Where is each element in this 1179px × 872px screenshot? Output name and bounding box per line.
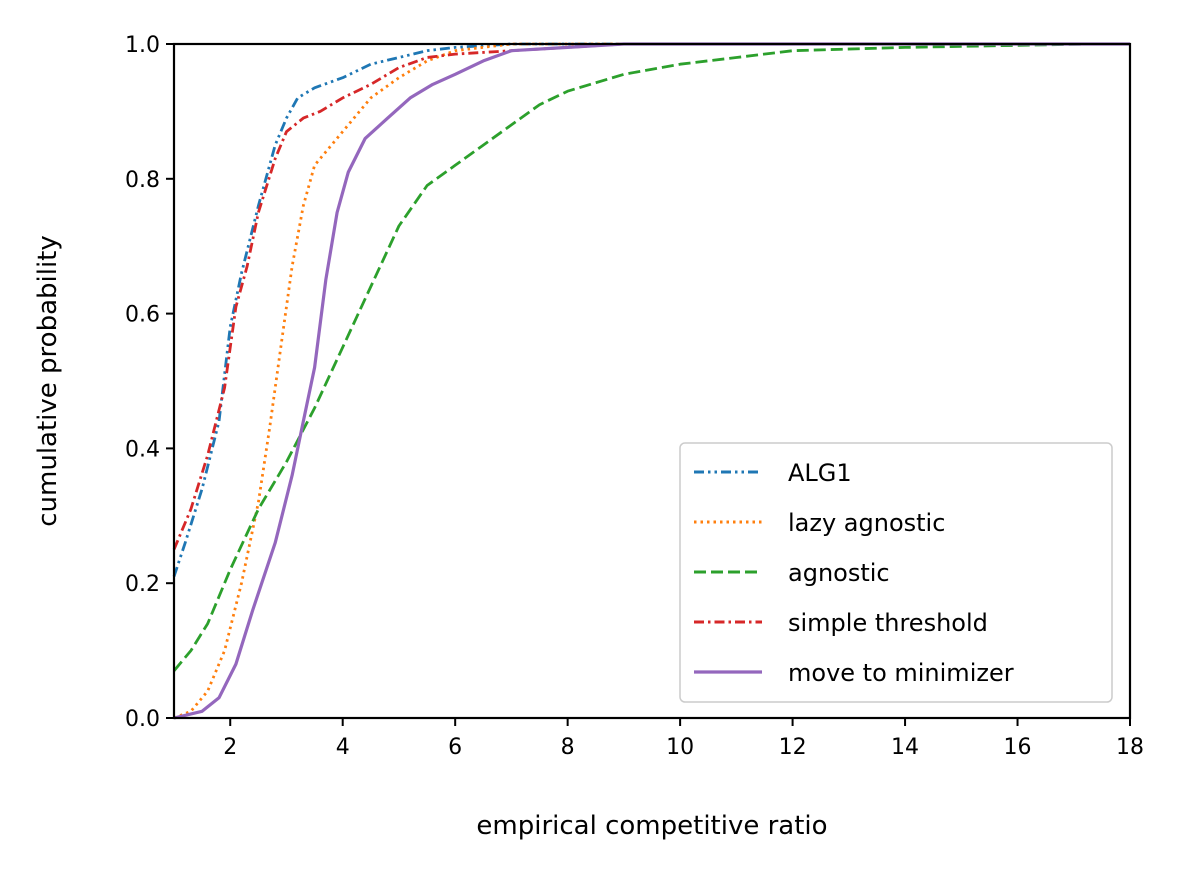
legend-label-4: move to minimizer [788,659,1014,687]
plot-frame [172,42,1132,720]
y-tick-label-2: 0.4 [125,437,160,462]
series-layer [172,42,1130,720]
y-tick-label-5: 1.0 [125,33,160,58]
legend-label-1: lazy agnostic [788,509,945,537]
y-tick-label-3: 0.6 [125,303,160,328]
x-tick-label-4: 10 [666,735,694,760]
series-line-4 [173,42,1130,720]
y-tick-label-0: 0.0 [125,707,160,732]
series-line-0 [172,42,1130,577]
y-axis: 0.0 0.2 0.4 0.6 0.8 1.0 [125,33,174,732]
x-tick-label-6: 14 [891,735,919,760]
legend-label-2: agnostic [788,559,890,587]
y-tick-label-1: 0.2 [125,572,160,597]
series-line-1 [173,42,1130,720]
legend: ALG1 lazy agnostic agnostic simple threshol… [679,442,1113,703]
x-tick-label-2: 6 [448,735,462,760]
legend-box [679,442,1113,703]
x-axis-title: empirical competitive ratio [476,811,827,841]
series-line-2 [172,42,1091,672]
legend-label-0: ALG1 [788,459,852,487]
x-tick-label-8: 18 [1116,735,1144,760]
y-axis-title: cumulative probability [33,235,63,527]
legend-label-3: simple threshold [788,609,988,637]
x-tick-label-5: 12 [779,735,807,760]
x-axis: 2 4 6 8 10 12 14 16 18 [223,718,1144,760]
x-tick-label-0: 2 [223,735,237,760]
x-tick-label-1: 4 [336,735,350,760]
x-tick-label-3: 8 [561,735,575,760]
x-tick-label-7: 16 [1004,735,1032,760]
y-tick-label-4: 0.8 [125,168,160,193]
